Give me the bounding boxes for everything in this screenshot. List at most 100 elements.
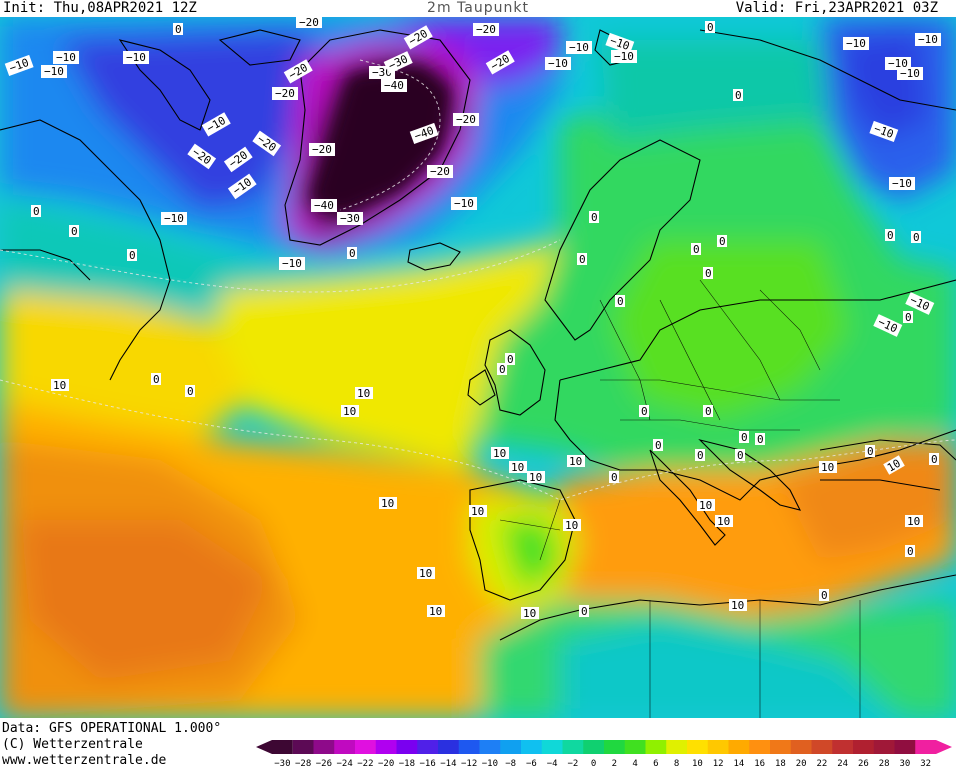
colorbar-tick-label: 18: [775, 759, 786, 768]
label-minus30: −30: [337, 212, 363, 225]
label-zero: 0: [347, 247, 357, 260]
label-zero: 0: [505, 353, 515, 366]
label-ten: 10: [51, 379, 69, 392]
colorbar-swatch: [375, 740, 397, 754]
svg-text:−40: −40: [384, 79, 404, 92]
label-minus10: −10: [889, 177, 915, 190]
greenland-core: [310, 65, 450, 215]
label-ten: 10: [697, 499, 715, 512]
label-minus10: −10: [915, 33, 941, 46]
svg-text:−40: −40: [314, 199, 334, 212]
contour-labels: −40 −40 −40 −30 −30 −30 −20 −20 −20 −20 …: [4, 17, 941, 620]
label-zero: 0: [173, 23, 183, 36]
colorbar-swatch: [811, 740, 833, 754]
svg-text:−10: −10: [892, 177, 912, 190]
colorbar-swatch: [894, 740, 916, 754]
label-zero: 0: [151, 373, 161, 386]
svg-text:0: 0: [757, 433, 764, 446]
svg-text:10: 10: [885, 457, 903, 475]
colorbar-tick-label: 14: [733, 759, 744, 768]
svg-text:−30: −30: [340, 212, 360, 225]
label-zero: 0: [695, 449, 705, 462]
label-minus10: −10: [123, 51, 149, 64]
svg-text:0: 0: [153, 373, 160, 386]
colorbar-tick-label: 32: [920, 759, 931, 768]
colorbar-swatch: [749, 740, 771, 754]
colorbar-swatch: [770, 740, 792, 754]
iceland-coast: [407, 242, 461, 271]
colorbar-swatch: [292, 740, 314, 754]
svg-text:0: 0: [693, 243, 700, 256]
svg-text:−10: −10: [56, 51, 76, 64]
svg-text:10: 10: [731, 599, 744, 612]
colorbar-swatch: [396, 740, 418, 754]
label-ten: 10: [883, 455, 905, 475]
label-minus10: −10: [53, 51, 79, 64]
label-zero: 0: [885, 229, 895, 242]
svg-text:−10: −10: [872, 122, 895, 141]
svg-text:0: 0: [913, 231, 920, 244]
svg-text:−10: −10: [126, 51, 146, 64]
svg-text:10: 10: [565, 519, 578, 532]
svg-text:0: 0: [129, 249, 136, 262]
colorbar-tick-label: −10: [482, 759, 498, 768]
colorbar-tick-label: −26: [316, 759, 332, 768]
svg-text:0: 0: [821, 589, 828, 602]
svg-text:10: 10: [523, 607, 536, 620]
svg-text:0: 0: [33, 205, 40, 218]
colorbar-swatch: [645, 740, 667, 754]
label-zero: 0: [903, 311, 913, 324]
colorbar-swatch: [521, 740, 543, 754]
label-minus20: −20: [473, 23, 499, 36]
label-zero: 0: [127, 249, 137, 262]
russia-arctic-coast: [699, 29, 956, 111]
label-zero: 0: [733, 89, 743, 102]
svg-text:0: 0: [71, 225, 78, 238]
svg-text:10: 10: [381, 497, 394, 510]
colorbar-swatch: [313, 740, 335, 754]
svg-text:0: 0: [507, 353, 514, 366]
valid-time-label: Valid: Fri,23APR2021 03Z: [735, 0, 938, 16]
label-ten: 10: [905, 515, 923, 528]
colorbar-swatch: [583, 740, 605, 754]
coastlines: [0, 29, 956, 641]
label-zero: 0: [577, 253, 587, 266]
label-zero: 0: [589, 211, 599, 224]
colorbar-swatch: [334, 740, 356, 754]
label-minus20: −20: [309, 143, 335, 156]
label-ten: 10: [491, 447, 509, 460]
svg-text:0: 0: [611, 471, 618, 484]
svg-text:0: 0: [907, 545, 914, 558]
svg-text:0: 0: [655, 439, 662, 452]
svg-text:0: 0: [641, 405, 648, 418]
label-ten: 10: [521, 607, 539, 620]
svg-text:−30: −30: [372, 66, 392, 79]
svg-text:−20: −20: [299, 17, 319, 29]
colorbar-swatch: [256, 740, 293, 754]
svg-text:10: 10: [569, 455, 582, 468]
website-link[interactable]: www.wetterzentrale.de: [2, 753, 167, 768]
svg-text:−10: −10: [548, 57, 568, 70]
label-zero: 0: [579, 605, 589, 618]
svg-text:0: 0: [175, 23, 182, 36]
svg-text:10: 10: [343, 405, 356, 418]
colorbar-swatch: [479, 740, 501, 754]
label-minus10: −10: [605, 32, 635, 55]
svg-text:−20: −20: [430, 165, 450, 178]
label-zero: 0: [929, 453, 939, 466]
svg-text:−10: −10: [454, 197, 474, 210]
svg-text:10: 10: [717, 515, 730, 528]
svg-text:−10: −10: [846, 37, 866, 50]
colorbar-tick-label: 2: [612, 759, 617, 768]
colorbar-swatch: [728, 740, 750, 754]
iberia-coast: [469, 479, 576, 601]
colorbar-swatches: [256, 740, 952, 754]
label-minus20: −20: [427, 165, 453, 178]
colorbar-swatch: [873, 740, 895, 754]
colorbar-tick-label: 30: [899, 759, 910, 768]
arctic-islands: [118, 29, 301, 131]
svg-text:10: 10: [471, 505, 484, 518]
colorbar-swatch: [853, 740, 875, 754]
svg-text:−10: −10: [44, 65, 64, 78]
